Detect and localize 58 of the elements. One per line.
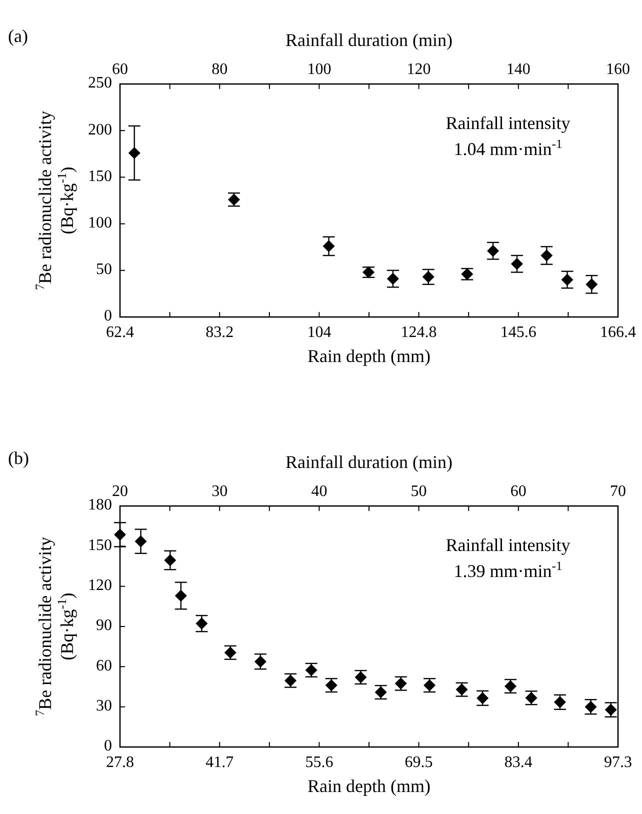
- y-tick-label: 60: [96, 657, 112, 674]
- x-tick-label: 62.4: [106, 324, 134, 341]
- x2-tick-label: 120: [406, 61, 431, 78]
- text: (b): [8, 448, 29, 468]
- point: [586, 278, 598, 290]
- y-tick-label: 120: [88, 577, 112, 594]
- x2-tick-label: 50: [410, 483, 427, 500]
- x-tick-label: 124.8: [400, 324, 437, 341]
- x-tick-label: 27.8: [106, 754, 134, 771]
- point: [128, 146, 140, 159]
- x-tick-label: 104: [307, 324, 332, 341]
- point: [322, 240, 335, 252]
- y-tick-label: 50: [96, 261, 112, 278]
- x-tick-label: 83.2: [206, 324, 234, 341]
- point: [540, 249, 553, 262]
- x2-axis-title: Rainfall duration (min): [286, 452, 452, 472]
- point: [196, 618, 208, 630]
- y-tick-label: 0: [104, 738, 112, 755]
- x-axis-title: Rain depth (mm): [308, 346, 430, 366]
- x-tick-label: 97.3: [604, 754, 632, 771]
- y-tick-label: 30: [96, 698, 112, 715]
- point: [254, 656, 266, 668]
- x-tick-label: 69.5: [404, 754, 433, 771]
- y-tick-label: 200: [88, 121, 112, 138]
- annotation: Rainfall intensity 1.39 mm·min$^{-1}$: [446, 535, 570, 581]
- annotation: Rainfall intensity 1.04 mm·min$^{-1}$: [446, 113, 570, 159]
- y-tick-label: 180: [88, 496, 112, 514]
- x-tick-label: 166.4: [600, 324, 636, 341]
- x2-tick-label: 40: [311, 483, 328, 500]
- y-tick-label: 150: [88, 536, 112, 554]
- x2-tick-label: 60: [510, 483, 526, 500]
- point: [134, 535, 147, 548]
- x2-tick-label: 20: [112, 483, 128, 500]
- y-tick-label: 100: [88, 214, 112, 232]
- y-tick-label: 250: [88, 74, 112, 92]
- x-tick-label: 145.6: [500, 324, 536, 341]
- y-tick-label: 0: [104, 308, 112, 325]
- x-tick-label: 55.6: [305, 754, 334, 771]
- x2-tick-label: 80: [212, 61, 228, 78]
- text: (a): [8, 26, 28, 46]
- x2-tick-label: 70: [610, 483, 626, 500]
- point: [164, 554, 176, 566]
- y-tick-label: 150: [88, 168, 112, 185]
- x-tick-label: 41.7: [206, 754, 234, 771]
- point: [386, 272, 399, 285]
- point: [487, 244, 500, 257]
- point: [510, 258, 523, 270]
- x2-tick-label: 30: [212, 483, 228, 500]
- x2-axis-title: Rainfall duration (min): [286, 30, 452, 50]
- point: [114, 528, 126, 541]
- point: [174, 590, 187, 602]
- x2-tick-label: 140: [506, 61, 530, 78]
- x-tick-label: 83.4: [504, 754, 532, 771]
- point: [561, 274, 574, 286]
- x2-tick-label: 160: [606, 61, 630, 78]
- x2-tick-label: 100: [307, 61, 332, 78]
- y-tick-label: 90: [96, 617, 112, 634]
- x-axis-title: Rain depth (mm): [308, 776, 430, 796]
